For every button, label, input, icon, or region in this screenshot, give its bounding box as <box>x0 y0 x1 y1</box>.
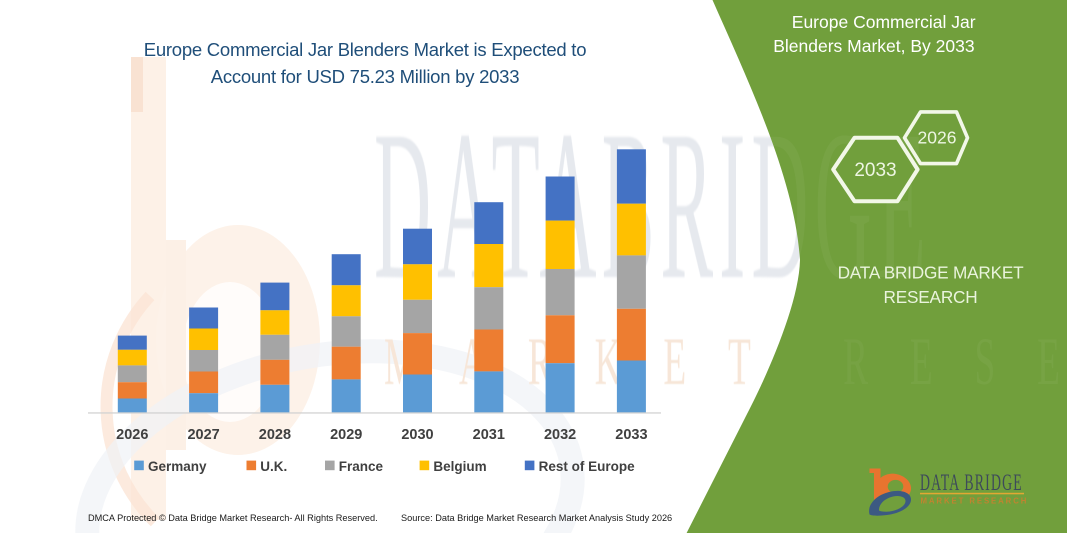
svg-text:2033: 2033 <box>854 160 896 181</box>
svg-text:U.K.: U.K. <box>260 459 287 474</box>
svg-text:DATA BRIDGE: DATA BRIDGE <box>920 470 1023 495</box>
svg-text:2027: 2027 <box>187 427 219 443</box>
svg-text:2031: 2031 <box>473 427 505 443</box>
svg-text:2028: 2028 <box>259 427 291 443</box>
svg-text:Europe Commercial Jar: Europe Commercial Jar <box>792 12 976 32</box>
svg-text:2026: 2026 <box>116 427 148 443</box>
svg-text:DATA BRIDGE MARKET: DATA BRIDGE MARKET <box>838 262 1025 282</box>
svg-text:RESEARCH: RESEARCH <box>884 287 978 307</box>
svg-text:DMCA Protected © Data Bridge M: DMCA Protected © Data Bridge Market Rese… <box>88 513 378 523</box>
svg-text:2029: 2029 <box>330 427 362 443</box>
svg-text:MARKET RESEARCH: MARKET RESEARCH <box>921 497 1029 506</box>
svg-text:2033: 2033 <box>615 427 647 443</box>
svg-text:Germany: Germany <box>148 459 207 474</box>
svg-text:2032: 2032 <box>544 427 576 443</box>
svg-text:2026: 2026 <box>918 128 957 148</box>
svg-text:2030: 2030 <box>401 427 433 443</box>
svg-text:France: France <box>339 459 384 474</box>
svg-text:Belgium: Belgium <box>433 459 486 474</box>
svg-text:Source: Data Bridge Market Res: Source: Data Bridge Market Research Mark… <box>401 513 672 523</box>
svg-text:Rest of Europe: Rest of Europe <box>539 459 636 474</box>
svg-text:Blenders Market, By 2033: Blenders Market, By 2033 <box>773 36 974 56</box>
